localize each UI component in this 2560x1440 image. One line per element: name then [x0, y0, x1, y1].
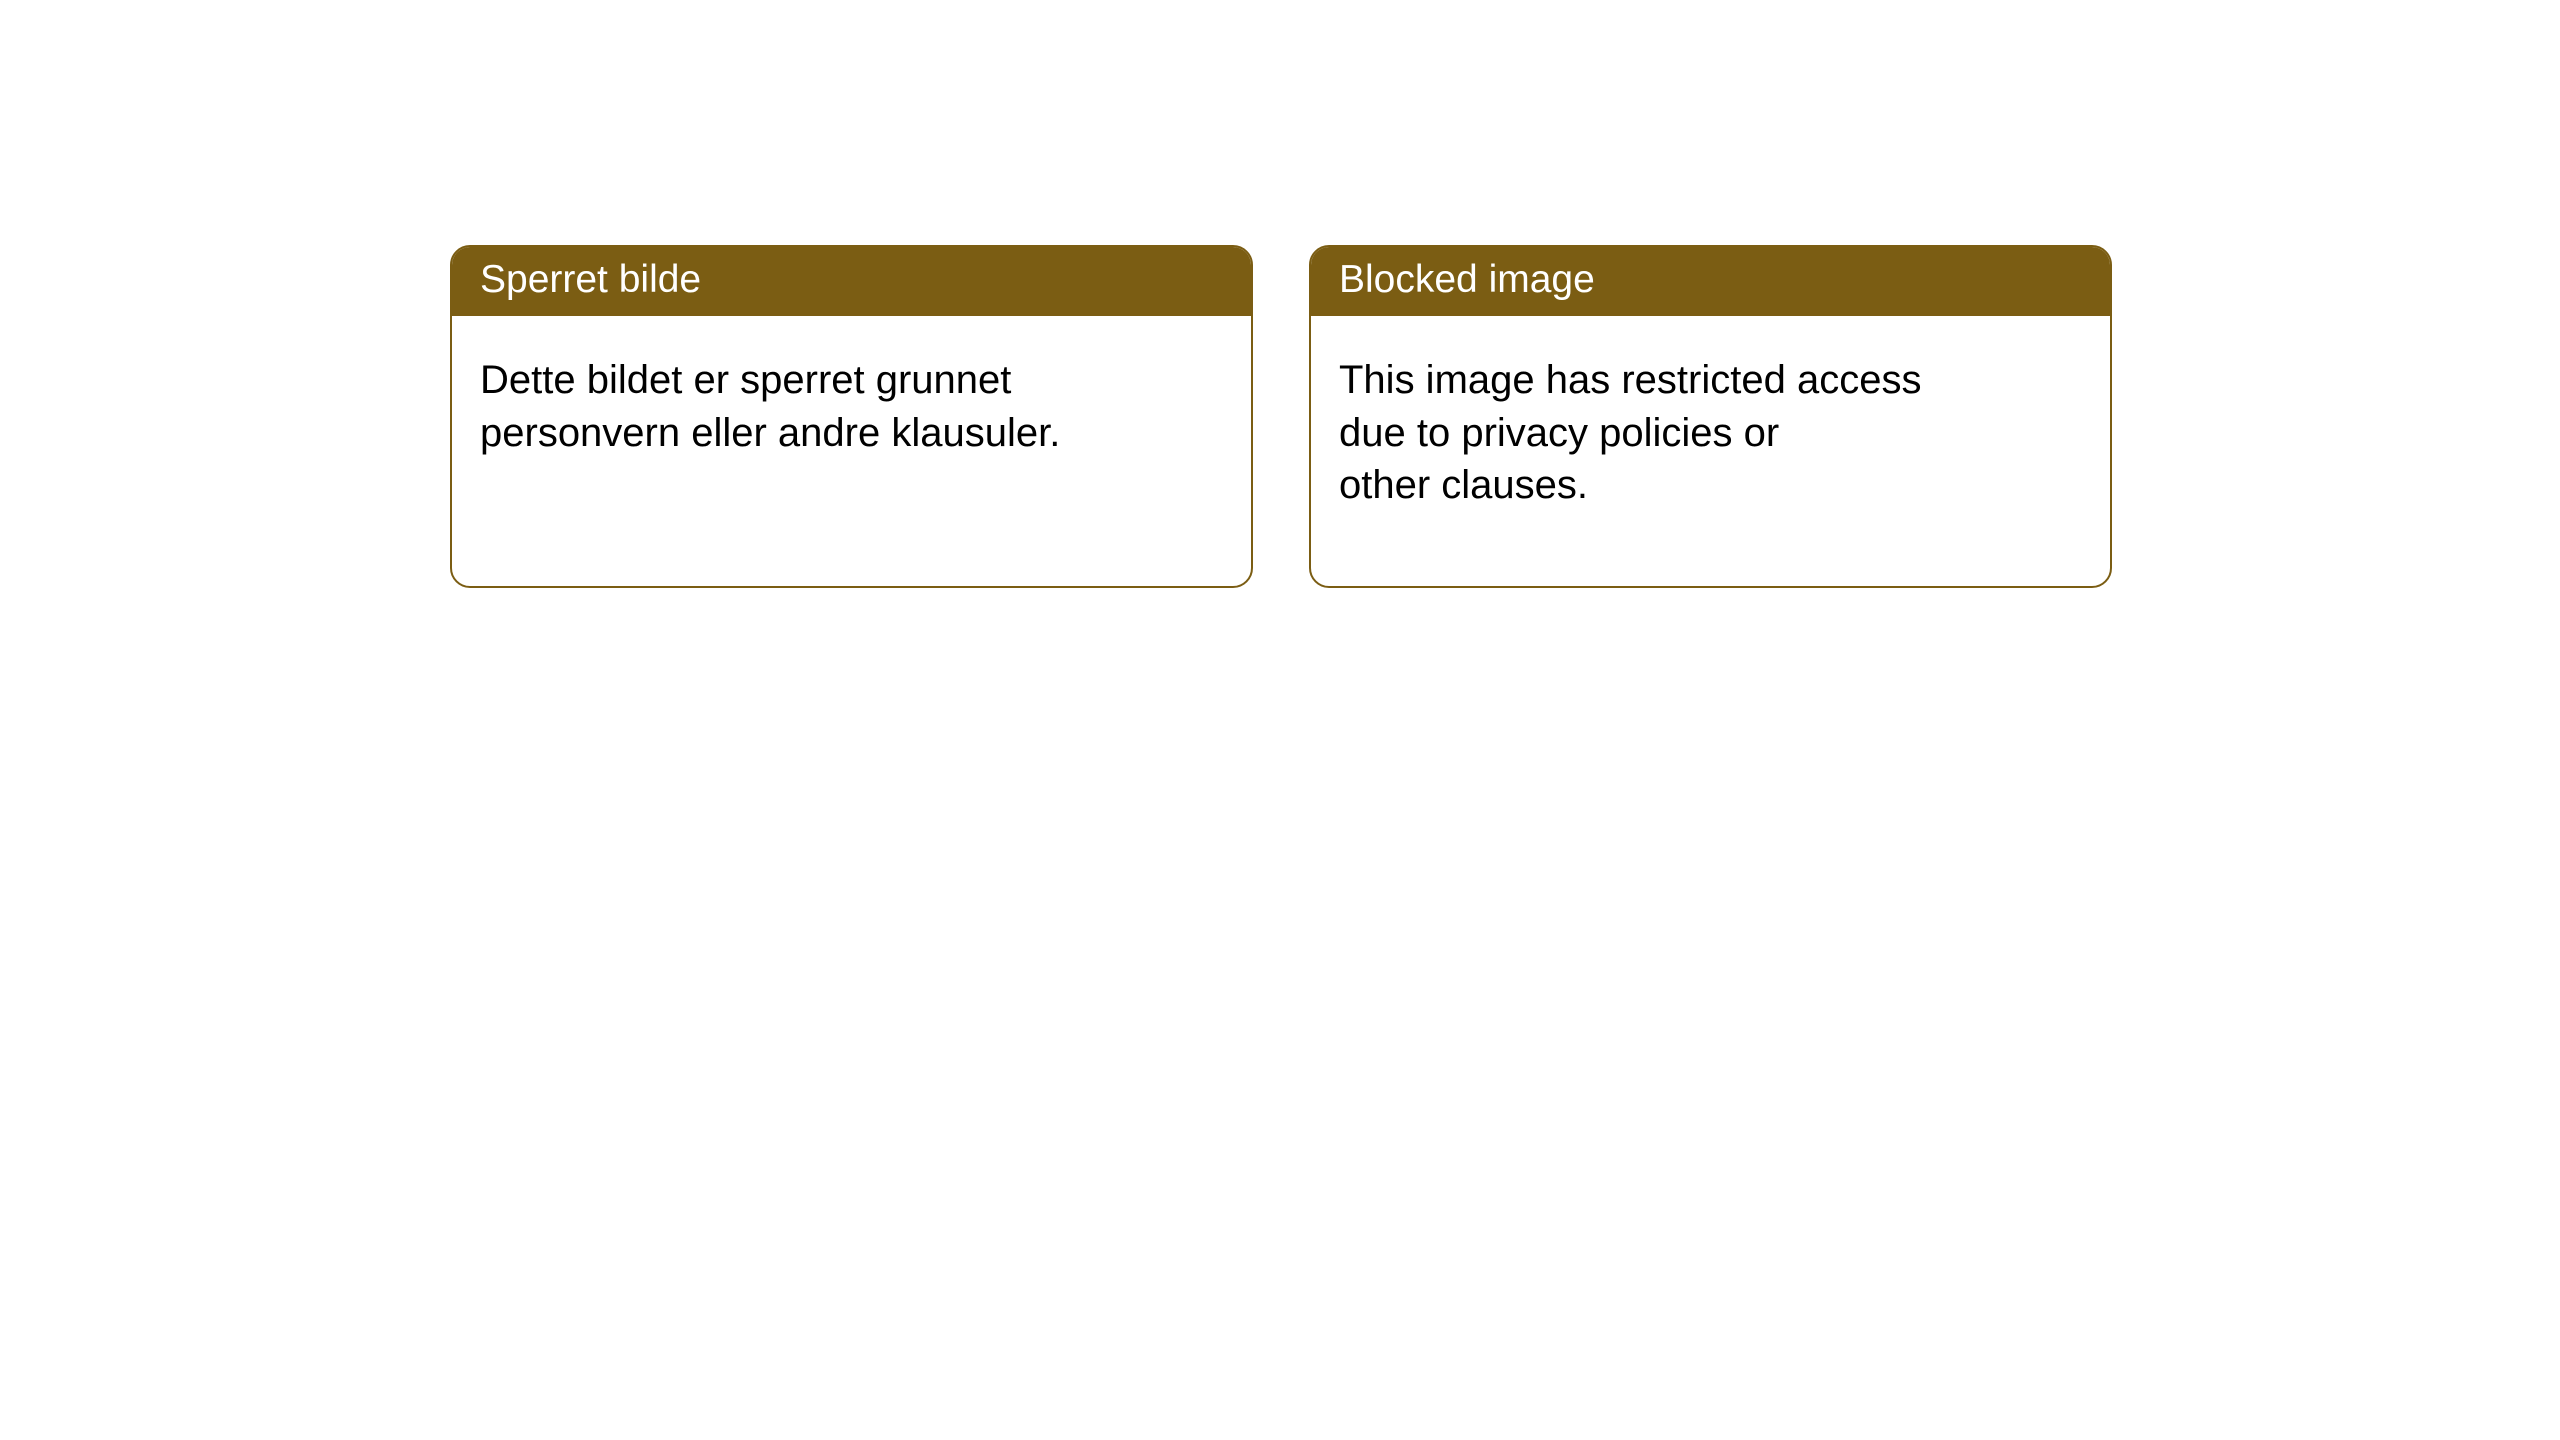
card-body-text: Dette bildet er sperret grunnet personve… — [480, 354, 1223, 460]
notice-cards-container: Sperret bilde Dette bildet er sperret gr… — [0, 0, 2560, 588]
card-header-title: Sperret bilde — [452, 247, 1251, 316]
card-body: This image has restricted access due to … — [1311, 316, 2110, 586]
card-body: Dette bildet er sperret grunnet personve… — [452, 316, 1251, 586]
card-header-title: Blocked image — [1311, 247, 2110, 316]
notice-card-norwegian: Sperret bilde Dette bildet er sperret gr… — [450, 245, 1253, 588]
notice-card-english: Blocked image This image has restricted … — [1309, 245, 2112, 588]
card-body-text: This image has restricted access due to … — [1339, 354, 2082, 512]
